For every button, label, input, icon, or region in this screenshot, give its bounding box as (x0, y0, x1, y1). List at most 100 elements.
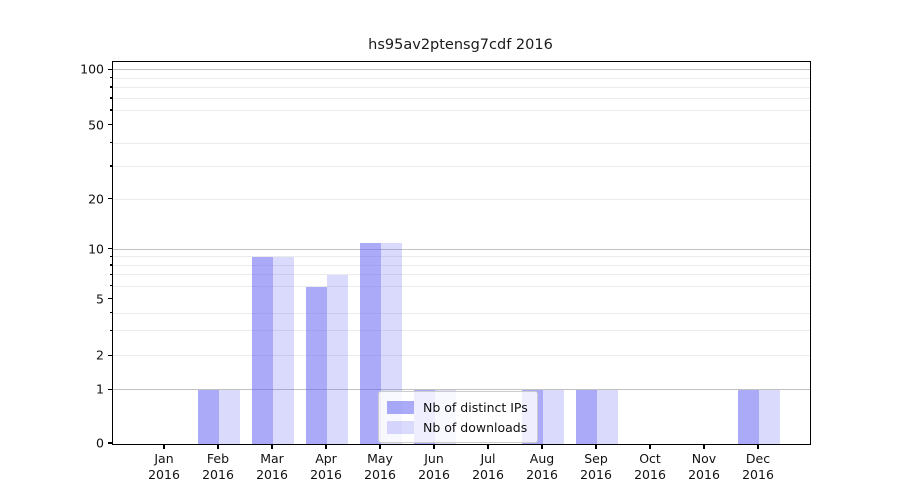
legend: Nb of distinct IPs Nb of downloads (378, 391, 538, 443)
month-label: Sep (584, 451, 608, 466)
x-axis-tick (649, 444, 651, 449)
x-axis-tick-label: Feb 2016 (190, 451, 246, 483)
month-label: Aug (529, 451, 555, 466)
x-axis-tick (595, 444, 597, 449)
y-axis-tick-label: 0 (96, 435, 104, 451)
y-axis-tick-label: 10 (88, 241, 104, 257)
y-axis-tick (108, 388, 113, 391)
gridline-minor (113, 77, 810, 79)
x-axis-tick (703, 444, 705, 449)
bar-distinct-ips-mar (252, 257, 273, 444)
year-label: 2016 (418, 467, 450, 482)
month-label: Dec (745, 451, 771, 466)
month-label: Mar (260, 451, 284, 466)
gridline-minor (113, 256, 810, 258)
x-axis-tick-label: Apr 2016 (298, 451, 354, 483)
gridline-minor (113, 285, 810, 287)
year-label: 2016 (526, 467, 558, 482)
x-axis-tick-label: Jun 2016 (406, 451, 462, 483)
chart-title: hs95av2ptensg7cdf 2016 (368, 37, 553, 53)
y-axis-minor-tick (109, 255, 113, 257)
y-axis-minor-tick (109, 311, 113, 314)
y-axis-minor-tick (109, 329, 113, 331)
month-label: Apr (315, 451, 337, 466)
bar-downloads-mar (273, 257, 294, 444)
y-axis-tick (108, 298, 113, 300)
bar-distinct-ips-apr (306, 286, 327, 444)
x-axis-tick-label: Aug 2016 (514, 451, 570, 483)
month-label: Feb (206, 451, 230, 466)
x-axis-tick-label: Jan 2016 (136, 451, 192, 483)
bar-distinct-ips-sep (576, 390, 597, 444)
y-axis-minor-tick (109, 165, 113, 167)
year-label: 2016 (580, 467, 612, 482)
bar-distinct-ips-feb (198, 390, 219, 444)
y-axis-minor-tick (109, 273, 113, 276)
bar-downloads-aug (543, 390, 564, 444)
y-axis-minor-tick (109, 284, 113, 287)
legend-swatch-downloads (387, 420, 414, 434)
gridline-minor (113, 110, 810, 112)
x-axis-tick-label: Oct 2016 (622, 451, 678, 483)
legend-label: Nb of downloads (423, 419, 528, 435)
legend-swatch-distinct-ips (387, 400, 414, 414)
y-axis-tick (108, 248, 113, 250)
gridline-minor (113, 165, 810, 167)
legend-item: Nb of downloads (387, 417, 528, 437)
gridline-minor (113, 355, 810, 357)
year-label: 2016 (256, 467, 288, 482)
x-axis-tick (217, 444, 219, 449)
y-axis-tick-label: 2 (96, 347, 104, 363)
x-axis-tick-label: Sep 2016 (568, 451, 624, 483)
y-axis-minor-tick (109, 109, 113, 111)
x-axis-tick-label: Jul 2016 (460, 451, 516, 483)
month-label: May (367, 451, 393, 466)
bar-downloads-apr (327, 275, 348, 444)
x-axis-tick-label: Nov 2016 (676, 451, 732, 483)
gridline-minor (113, 264, 810, 266)
gridline-major (113, 69, 810, 71)
y-axis-minor-tick (109, 354, 113, 357)
x-axis-tick (541, 444, 543, 449)
x-axis-tick (433, 444, 435, 449)
x-axis-tick-label: May 2016 (352, 451, 408, 483)
year-label: 2016 (148, 467, 180, 482)
y-axis-minor-tick (109, 97, 113, 99)
year-label: 2016 (364, 467, 396, 482)
bar-downloads-dec (759, 390, 780, 444)
y-axis-minor-tick (109, 142, 113, 144)
bar-downloads-sep (597, 390, 618, 444)
gridline-minor (113, 142, 810, 144)
bar-distinct-ips-may (360, 242, 381, 444)
y-axis-tick-label: 100 (80, 61, 104, 77)
x-axis-tick (757, 444, 759, 449)
year-label: 2016 (688, 467, 720, 482)
x-axis-tick (163, 444, 165, 449)
gridline-major (113, 389, 810, 391)
y-axis-minor-tick (109, 77, 113, 79)
y-axis-tick-label: 5 (96, 291, 104, 307)
gridline-minor (113, 198, 810, 200)
y-axis-tick (108, 442, 113, 444)
y-axis-tick-label: 20 (88, 191, 104, 207)
x-axis-tick-label: Mar 2016 (244, 451, 300, 483)
month-label: Oct (639, 451, 661, 466)
x-axis-tick (487, 444, 489, 449)
month-label: Nov (691, 451, 717, 466)
gridline-minor (113, 330, 810, 332)
bar-downloads-feb (219, 390, 240, 444)
gridline-minor (113, 274, 810, 276)
y-axis-minor-tick (109, 198, 113, 200)
plot-area (112, 61, 811, 445)
month-label: Jan (154, 451, 174, 466)
y-axis-minor-tick (109, 86, 113, 88)
year-label: 2016 (472, 467, 504, 482)
gridline-minor (113, 87, 810, 89)
y-axis-tick (108, 68, 113, 71)
year-label: 2016 (634, 467, 666, 482)
legend-label: Nb of distinct IPs (423, 399, 528, 415)
gridline-minor (113, 97, 810, 99)
x-axis-tick (271, 444, 273, 449)
x-axis-tick (379, 444, 381, 449)
